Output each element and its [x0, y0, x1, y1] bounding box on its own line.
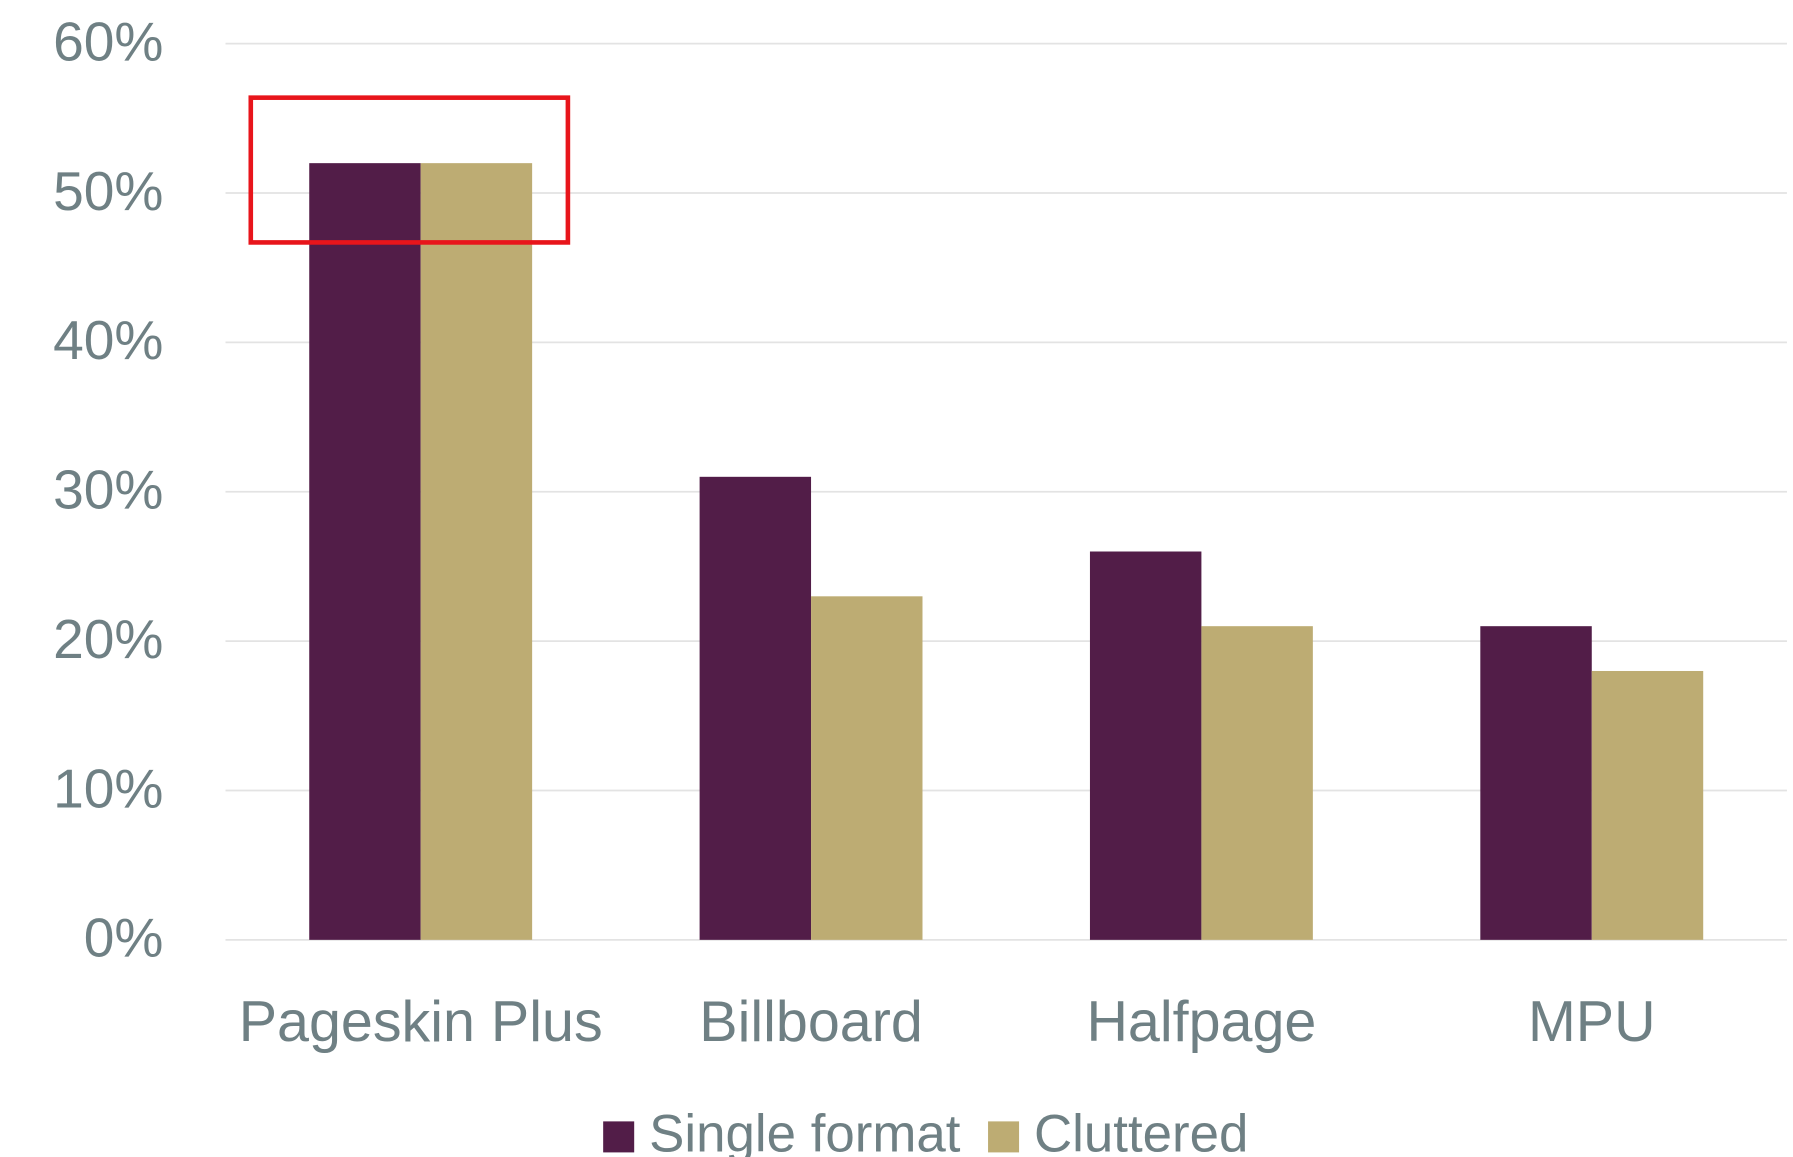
bar — [699, 476, 812, 940]
highlight-box — [248, 95, 571, 245]
bar — [1089, 551, 1202, 940]
legend-label: Single format — [649, 1104, 961, 1157]
y-tick-label: 20% — [53, 608, 163, 670]
x-tick-label: Pageskin Plus — [239, 990, 603, 1054]
y-tick-label: 30% — [53, 459, 163, 521]
legend-swatch — [988, 1121, 1020, 1153]
legend-label: Cluttered — [1034, 1104, 1248, 1157]
bar — [1201, 626, 1313, 940]
y-tick-label: 50% — [53, 160, 163, 222]
y-tick-label: 10% — [53, 757, 163, 819]
bar — [309, 163, 421, 940]
y-tick-label: 60% — [53, 11, 163, 73]
x-tick-label: MPU — [1528, 990, 1656, 1054]
legend-item: Cluttered — [988, 1104, 1248, 1157]
legend-item: Single format — [603, 1104, 961, 1157]
y-tick-label: 40% — [53, 309, 163, 371]
bar — [1591, 670, 1704, 940]
y-tick-label: 0% — [84, 907, 164, 969]
x-tick-label: Halfpage — [1086, 990, 1316, 1054]
bar — [811, 596, 923, 940]
bar — [420, 163, 533, 940]
bars — [309, 163, 1704, 940]
legend-swatch — [603, 1121, 635, 1153]
legend: Single format Cluttered — [603, 1104, 1248, 1157]
bar — [1480, 626, 1592, 940]
x-tick-label: Billboard — [699, 990, 923, 1054]
